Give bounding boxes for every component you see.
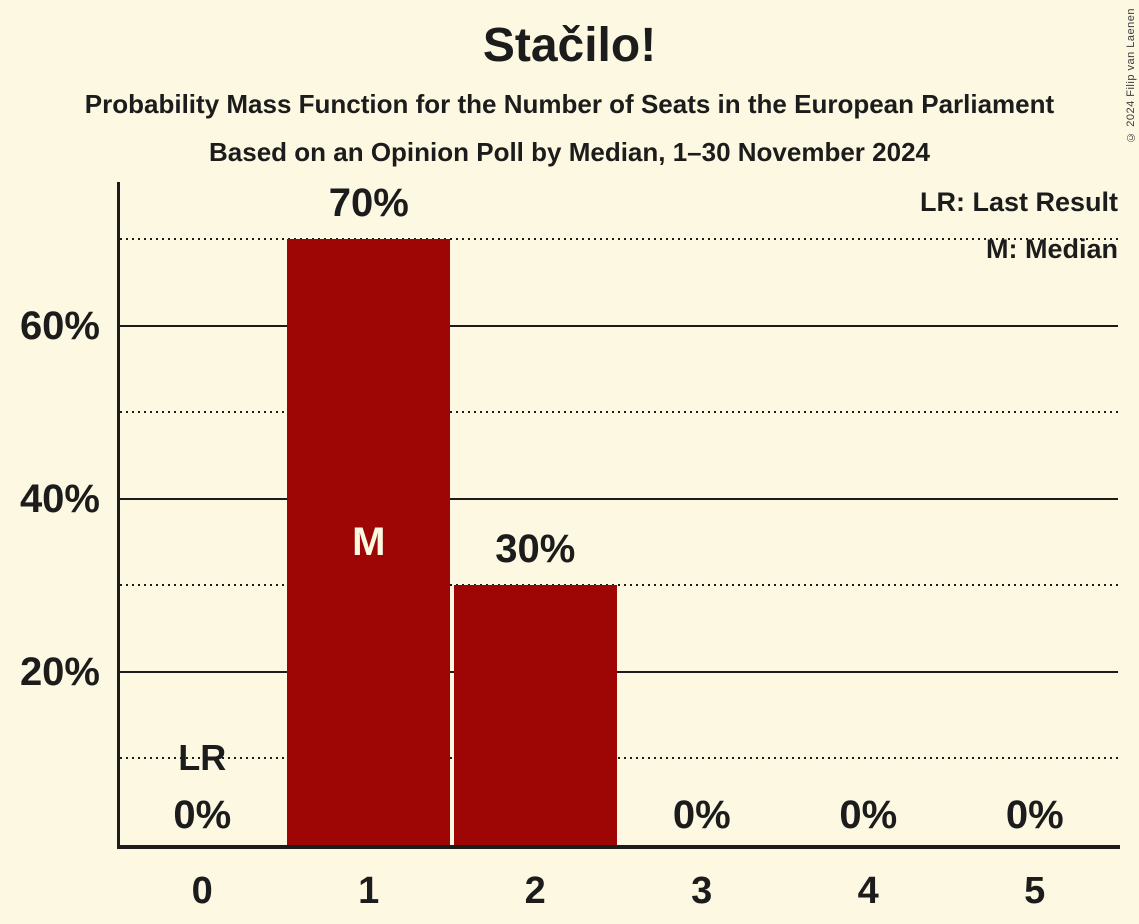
y-axis-line: [117, 182, 120, 849]
marker-median: M: [352, 520, 386, 565]
x-tick-label-0: 0: [191, 870, 213, 912]
bar-seats-1: [287, 239, 451, 845]
bar-value-label-5: 0%: [1005, 793, 1064, 837]
legend: LR: Last Result M: Median: [920, 179, 1118, 273]
bar-value-label-4: 0%: [839, 793, 898, 837]
chart-subtitle: Probability Mass Function for the Number…: [84, 89, 1055, 119]
grid-line-dotted-10: [120, 757, 1118, 760]
legend-last-result: LR: Last Result: [919, 187, 1118, 217]
y-tick-label-40%: 40%: [19, 476, 100, 521]
x-tick-label-2: 2: [524, 870, 546, 912]
marker-last-result: LR: [178, 737, 227, 779]
x-tick-label-3: 3: [691, 870, 713, 912]
y-tick-label-60%: 60%: [19, 303, 100, 348]
grid-line-dotted-30: [120, 584, 1118, 587]
bar-seats-2: [453, 585, 617, 845]
x-axis-line: [117, 845, 1120, 849]
x-tick-label-5: 5: [1024, 870, 1046, 912]
bar-value-label-1: 70%: [328, 181, 409, 226]
grid-line-solid-60: [120, 324, 1118, 327]
grid-line-solid-20: [120, 670, 1118, 673]
bar-value-label-3: 0%: [672, 793, 731, 837]
grid-line-dotted-50: [120, 411, 1118, 414]
y-tick-label-20%: 20%: [19, 649, 100, 694]
grid-line-solid-40: [120, 497, 1118, 500]
bar-value-label-2: 30%: [495, 527, 576, 572]
grid-line-dotted-70: [120, 238, 1118, 241]
bar-value-label-0: 0%: [173, 793, 232, 837]
x-tick-label-4: 4: [857, 870, 879, 912]
x-tick-label-1: 1: [358, 870, 380, 912]
poll-details: Based on an Opinion Poll by Median, 1–30…: [209, 137, 930, 167]
legend-median: M: Median: [986, 234, 1118, 264]
chart-title: Stačilo!: [482, 19, 657, 72]
